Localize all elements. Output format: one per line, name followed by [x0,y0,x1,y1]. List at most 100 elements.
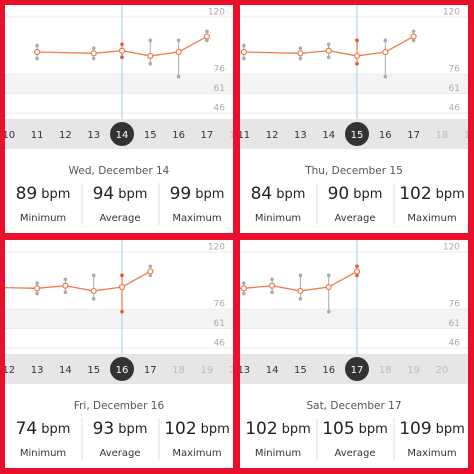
day-label[interactable]: 19 [407,365,420,376]
average-point [325,283,332,291]
day-label[interactable]: 17 [201,130,214,141]
day-label[interactable]: 16 [379,130,392,141]
average-line [243,35,414,57]
max-dot [120,42,124,47]
min-dot [120,55,124,60]
day-label[interactable]: 17 [351,365,364,376]
max-dot [148,38,153,43]
stat-unit: bpm [41,422,70,437]
day-label[interactable]: 16 [172,130,185,141]
heart-rate-panel: 1207661461011121314151617181920Thu, Dece… [240,5,468,233]
min-dot [298,56,303,61]
day-label[interactable]: 16 [116,365,129,376]
min-dot [411,38,416,43]
stat-value: 89 bpm [16,184,71,204]
range-band [5,309,233,329]
day-label[interactable]: 14 [116,130,129,141]
date-label: Sat, December 17 [306,400,401,412]
max-dot [63,277,68,282]
day-label[interactable]: 15 [351,130,364,141]
day-label[interactable]: 17 [144,365,157,376]
max-dot [270,277,274,282]
day-label[interactable]: 20 [436,365,449,376]
day-label[interactable]: 12 [59,130,72,141]
day-label[interactable]: 13 [87,130,100,141]
range-band [240,74,468,94]
y-tick-label: 46 [214,339,226,349]
min-dot [270,290,274,295]
stat-value: 99 bpm [170,184,225,204]
day-label[interactable]: 10 [5,130,15,141]
day-label[interactable]: 19 [201,365,214,376]
min-dot [148,273,153,278]
range-band [5,74,233,94]
day-label[interactable]: 13 [294,130,307,141]
stat-label: Average [334,448,375,459]
y-tick-label: 120 [208,8,225,18]
average-point [90,50,97,57]
stat-unit: bpm [118,187,147,202]
average-line [240,270,358,292]
day-label[interactable]: 12 [266,130,279,141]
max-dot [355,264,359,269]
y-tick-label: 76 [449,300,461,310]
day-label[interactable]: 18 [436,130,449,141]
stat-unit: bpm [282,422,311,437]
day-label[interactable]: 11 [240,130,250,141]
day-label[interactable]: 18 [172,365,185,376]
day-label[interactable]: 18 [229,130,233,141]
day-label[interactable]: 14 [322,130,335,141]
day-label[interactable]: 14 [266,365,279,376]
stat-unit: bpm [201,422,230,437]
stat-label: Maximum [172,213,221,224]
stat-unit: bpm [276,187,305,202]
average-point [203,33,210,40]
average-line [5,270,151,292]
average-point [147,268,154,275]
day-label[interactable]: 19 [464,130,468,141]
min-dot [242,291,246,296]
stat-value: 84 bpm [251,184,306,204]
stat-unit: bpm [436,422,465,437]
max-dot [91,273,96,278]
stat-unit: bpm [41,187,70,202]
max-dot [91,46,96,50]
day-label[interactable]: 12 [5,365,15,376]
max-dot [326,42,331,47]
y-tick-label: 120 [443,8,460,18]
y-tick-label: 61 [449,319,460,329]
stat-number: 93 [93,419,115,439]
stat-value: 102 bpm [164,419,230,439]
stat-number: 102 [399,184,431,204]
day-label[interactable]: 20 [229,365,233,376]
max-dot [120,273,124,278]
average-point [33,285,41,292]
day-label[interactable]: 11 [31,130,44,141]
day-label[interactable]: 15 [87,365,100,376]
y-tick-label: 120 [443,243,460,253]
average-point [410,33,417,40]
average-point [90,287,97,295]
heart-rate-panel: 1207661461011121314151617181920Fri, Dece… [5,240,233,468]
day-label[interactable]: 15 [294,365,307,376]
day-label[interactable]: 13 [31,365,44,376]
heart-rate-panel: 1207661461011121314151617181920Wed, Dece… [5,5,233,233]
day-label[interactable]: 15 [144,130,157,141]
max-dot [242,281,246,285]
stat-unit: bpm [118,422,147,437]
day-label[interactable]: 14 [59,365,72,376]
y-tick-label: 61 [449,84,460,94]
stat-number: 102 [164,419,196,439]
max-dot [411,29,416,34]
min-dot [383,74,388,79]
average-point [62,282,69,289]
average-point [118,47,126,54]
day-label[interactable]: 18 [379,365,392,376]
max-dot [205,29,209,34]
day-label[interactable]: 17 [407,130,420,141]
max-dot [298,273,303,278]
day-label[interactable]: 16 [322,365,335,376]
min-dot [148,61,153,66]
selected-day-marker [110,122,134,146]
day-label[interactable]: 13 [240,365,250,376]
